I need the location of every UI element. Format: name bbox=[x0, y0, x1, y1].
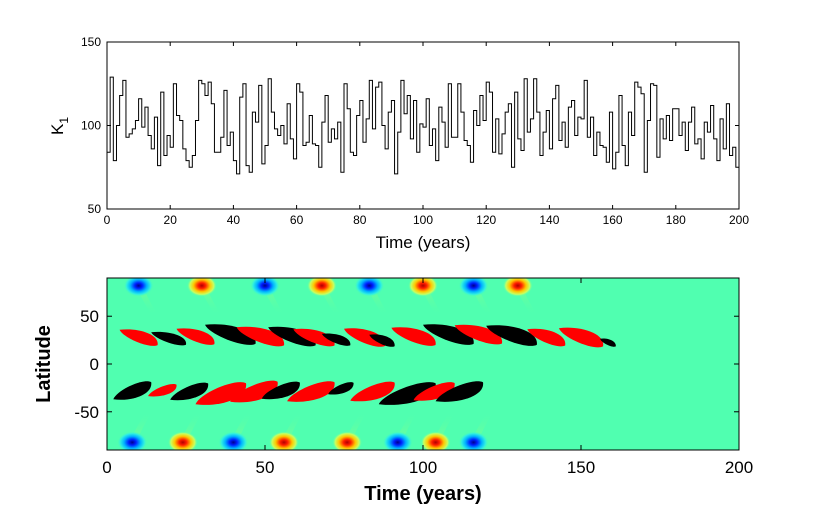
polar-band-negative bbox=[250, 278, 280, 297]
butterfly-wing-negative bbox=[321, 333, 351, 346]
k1-x-tick-label: 200 bbox=[729, 213, 749, 227]
polar-band-positive bbox=[167, 431, 198, 450]
butterfly-wing-negative bbox=[435, 381, 484, 402]
k1-x-tick-label: 120 bbox=[476, 213, 496, 227]
polar-bands bbox=[117, 278, 538, 450]
polar-band-negative bbox=[117, 431, 148, 450]
k1-x-axis-label: Time (years) bbox=[376, 233, 471, 252]
k1-x-tick-label: 160 bbox=[603, 213, 623, 227]
butterfly-x-ticks: 0 50 100 150 200 bbox=[102, 278, 753, 477]
k1-y-tick-label: 50 bbox=[88, 202, 102, 216]
butterfly-wing-positive bbox=[293, 328, 335, 347]
k1-y-ticks: 50 100 150 bbox=[81, 35, 739, 216]
polar-band-negative bbox=[354, 278, 385, 297]
butterfly-y-ticks: 50 0 -50 bbox=[74, 307, 739, 422]
polar-band-positive bbox=[268, 431, 299, 450]
butterfly-x-tick-label: 100 bbox=[409, 458, 437, 477]
butterfly-wing-positive bbox=[391, 327, 436, 346]
k1-series-line bbox=[107, 76, 739, 175]
k1-y-axis-label-subscript: 1 bbox=[57, 117, 71, 124]
k1-x-tick-label: 20 bbox=[164, 213, 178, 227]
polar-band-negative bbox=[218, 431, 249, 450]
butterfly-x-tick-label: 150 bbox=[567, 458, 595, 477]
butterfly-wing-negative bbox=[369, 334, 395, 347]
butterfly-wing-negative bbox=[328, 382, 354, 395]
butterfly-diagram: 0 50 100 150 200 50 0 -50 Time (years) Latitud… bbox=[33, 277, 753, 505]
polar-band-positive bbox=[186, 278, 217, 297]
k1-y-axis-label-main: K bbox=[48, 123, 67, 135]
k1-y-tick-label: 150 bbox=[81, 35, 101, 49]
butterfly-wing-negative bbox=[170, 382, 209, 401]
butterfly-y-axis-label: Latitude bbox=[33, 325, 55, 403]
polar-band-positive bbox=[332, 431, 363, 450]
butterfly-x-tick-label: 0 bbox=[102, 458, 111, 477]
butterfly-wing-positive bbox=[287, 381, 335, 402]
butterfly-wing-negative bbox=[261, 381, 300, 400]
butterfly-wings bbox=[113, 324, 616, 405]
polar-band-negative bbox=[123, 278, 154, 297]
butterfly-y-tick-label: 0 bbox=[90, 355, 99, 374]
k1-x-tick-label: 40 bbox=[227, 213, 241, 227]
polar-band-positive bbox=[306, 278, 337, 297]
butterfly-x-tick-label: 50 bbox=[256, 458, 275, 477]
svg-text:K1: K1 bbox=[48, 117, 71, 135]
k1-step-plot: 0 20 40 60 80 100 120 140 160 180 200 50 100 150 Tim… bbox=[48, 35, 749, 252]
butterfly-wing-positive bbox=[119, 329, 158, 346]
polar-band-positive bbox=[408, 278, 438, 297]
k1-x-tick-label: 80 bbox=[353, 213, 367, 227]
butterfly-y-tick-label: 50 bbox=[80, 307, 99, 326]
butterfly-x-tick-label: 200 bbox=[725, 458, 753, 477]
k1-x-tick-label: 60 bbox=[290, 213, 304, 227]
polar-band-negative bbox=[458, 278, 489, 297]
butterfly-wing-negative bbox=[600, 338, 616, 347]
polar-band-negative bbox=[382, 431, 413, 450]
k1-x-tick-label: 100 bbox=[413, 213, 433, 227]
butterfly-wing-positive bbox=[350, 381, 395, 402]
butterfly-wing-negative bbox=[486, 325, 537, 346]
butterfly-x-axis-label: Time (years) bbox=[364, 483, 481, 505]
k1-y-tick-label: 100 bbox=[81, 119, 101, 133]
butterfly-y-tick-label: -50 bbox=[74, 403, 99, 422]
butterfly-wing-positive bbox=[344, 328, 386, 347]
k1-x-tick-label: 180 bbox=[666, 213, 686, 227]
polar-band-negative bbox=[458, 431, 489, 450]
butterfly-wing-positive bbox=[148, 384, 177, 397]
k1-y-axis-label: K1 bbox=[48, 117, 71, 135]
butterfly-wing-negative bbox=[113, 381, 152, 400]
polar-band-positive bbox=[420, 431, 451, 450]
butterfly-wing-positive bbox=[558, 327, 604, 348]
butterfly-wing-positive bbox=[176, 328, 215, 345]
k1-x-ticks: 0 20 40 60 80 100 120 140 160 180 200 bbox=[104, 42, 749, 227]
k1-x-tick-label: 0 bbox=[104, 213, 111, 227]
butterfly-background bbox=[107, 278, 739, 450]
butterfly-wing-negative bbox=[151, 331, 187, 346]
polar-band-positive bbox=[502, 278, 533, 297]
k1-x-tick-label: 140 bbox=[539, 213, 559, 227]
butterfly-wing-positive bbox=[527, 328, 566, 347]
